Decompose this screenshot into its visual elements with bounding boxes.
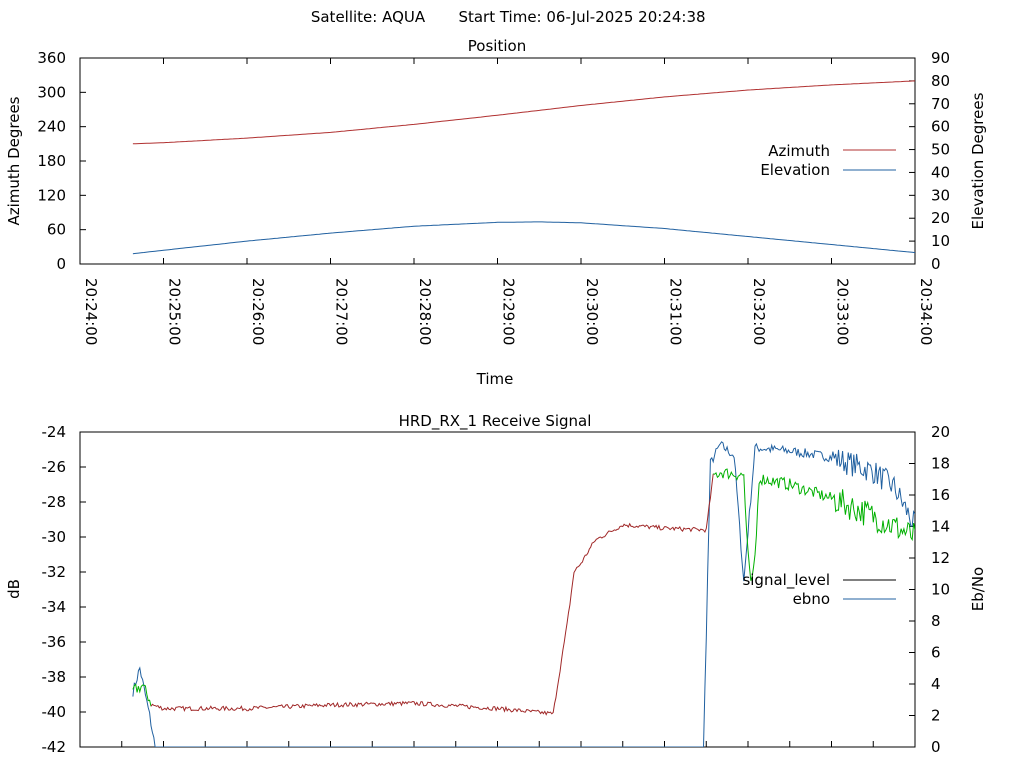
x-tick-label: 20:31:00 <box>667 278 685 345</box>
position-y2-label: Elevation Degrees <box>969 92 987 229</box>
y2-tick-label: 2 <box>931 707 941 725</box>
y-tick-label: 0 <box>56 255 66 273</box>
y2-tick-label: 6 <box>931 644 941 662</box>
y2-tick-label: 4 <box>931 675 941 693</box>
y-tick-label: 120 <box>37 186 66 204</box>
y2-tick-label: 10 <box>931 232 950 250</box>
y2-tick-label: 60 <box>931 118 950 136</box>
y-tick-label: 180 <box>37 152 66 170</box>
y2-tick-label: 20 <box>931 209 950 227</box>
signal-level-line <box>150 473 714 716</box>
y-tick-label: -38 <box>42 668 67 686</box>
y-tick-label: -30 <box>42 528 67 546</box>
y2-tick-label: 40 <box>931 163 950 181</box>
y2-tick-label: 20 <box>931 423 950 441</box>
ebno-line <box>132 441 915 747</box>
y-tick-label: 240 <box>37 118 66 136</box>
y2-tick-label: 14 <box>931 518 950 536</box>
y2-tick-label: 50 <box>931 141 950 159</box>
legend-azimuth-label: Azimuth <box>768 142 830 160</box>
y2-tick-label: 18 <box>931 455 950 473</box>
y2-tick-label: 10 <box>931 581 950 599</box>
x-tick-label: 20:24:00 <box>82 278 100 345</box>
position-title: Position <box>468 37 526 55</box>
position-x-label: Time <box>476 370 514 388</box>
x-tick-label: 20:33:00 <box>834 278 852 345</box>
signal-legend: signal_level ebno <box>742 571 896 608</box>
signal-chart: HRD_RX_1 Receive Signal dB Eb/No -42 -40 -… <box>5 412 987 756</box>
signal-title: HRD_RX_1 Receive Signal <box>399 412 592 431</box>
legend-signal-level-label: signal_level <box>742 571 830 590</box>
signal-level-line <box>713 468 915 581</box>
y-tick-label: -28 <box>42 493 67 511</box>
y-tick-label: -42 <box>42 738 67 756</box>
x-tick-label: 20:25:00 <box>166 278 184 345</box>
x-tick-label: 20:27:00 <box>333 278 351 345</box>
y2-tick-label: 80 <box>931 72 950 90</box>
x-tick-label: 20:29:00 <box>500 278 518 345</box>
position-legend: Azimuth Elevation <box>760 142 896 179</box>
x-tick-label: 20:32:00 <box>750 278 768 345</box>
legend-elevation-label: Elevation <box>760 161 830 179</box>
y2-tick-label: 16 <box>931 486 950 504</box>
position-y-label: Azimuth Degrees <box>5 96 23 225</box>
x-tick-label: 20:28:00 <box>416 278 434 345</box>
position-chart: Position Azimuth Degrees Elevation Degre… <box>5 37 987 388</box>
y-tick-label: -32 <box>42 563 67 581</box>
legend-ebno-label: ebno <box>793 590 830 608</box>
x-tick-label: 20:30:00 <box>583 278 601 345</box>
y2-tick-label: 12 <box>931 549 950 567</box>
y-tick-label: 360 <box>37 49 66 67</box>
start-time-label: Start Time: 06-Jul-2025 20:24:38 <box>458 8 705 26</box>
azimuth-line <box>132 80 916 145</box>
y2-tick-label: 0 <box>931 738 941 756</box>
signal-y2-label: Eb/No <box>969 567 987 611</box>
y-tick-label: -26 <box>42 458 67 476</box>
signal-y-label: dB <box>5 579 23 599</box>
y2-tick-label: 70 <box>931 95 950 113</box>
x-tick-label: 20:34:00 <box>917 278 935 345</box>
signal-level-line <box>132 683 152 707</box>
y-tick-label: 60 <box>47 221 66 239</box>
satellite-label: Satellite: AQUA <box>311 8 426 26</box>
y2-tick-label: 8 <box>931 612 941 630</box>
elevation-line <box>132 221 916 255</box>
y-tick-label: 300 <box>37 83 66 101</box>
y-tick-label: -40 <box>42 703 67 721</box>
y-tick-label: -24 <box>42 423 67 441</box>
y2-tick-label: 90 <box>931 49 950 67</box>
y-tick-label: -34 <box>42 598 67 616</box>
y2-tick-label: 0 <box>931 255 941 273</box>
y-tick-label: -36 <box>42 633 67 651</box>
x-tick-label: 20:26:00 <box>249 278 267 345</box>
y2-tick-label: 30 <box>931 186 950 204</box>
